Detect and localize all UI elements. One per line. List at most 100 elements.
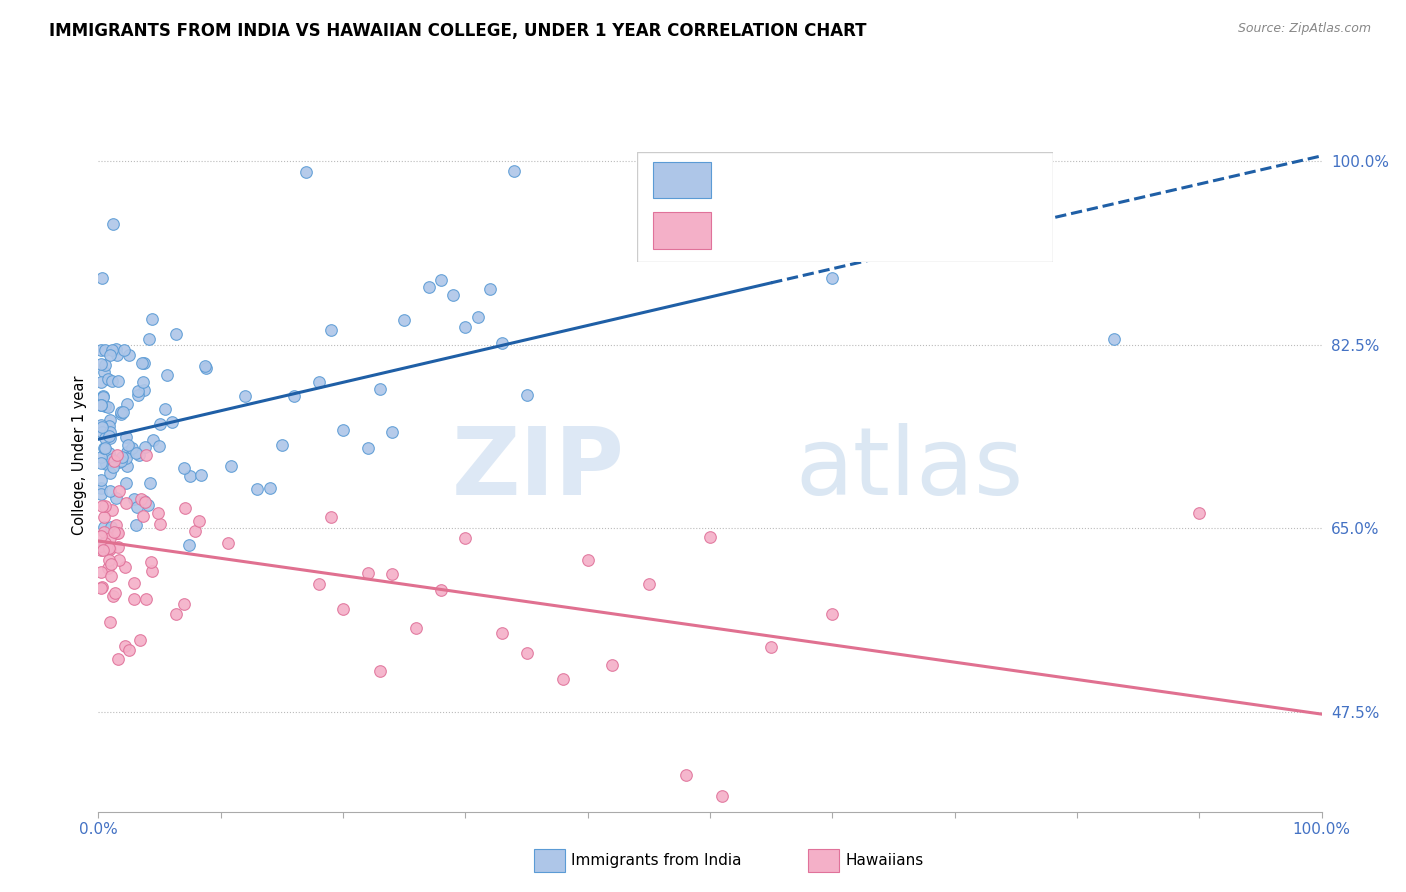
- Point: [146, 506, 169, 520]
- Point: [134, 495, 156, 509]
- Point: [117, 445, 139, 459]
- Point: [98, 542, 121, 557]
- Point: [392, 313, 416, 327]
- Point: [104, 586, 127, 600]
- Point: [98, 615, 121, 630]
- Point: [141, 312, 163, 326]
- Text: atlas: atlas: [796, 423, 1024, 516]
- Point: [110, 453, 132, 467]
- Point: [90, 450, 112, 464]
- Point: [91, 271, 114, 285]
- Point: [381, 567, 404, 582]
- Point: [98, 466, 121, 480]
- Point: [149, 417, 172, 431]
- Point: [194, 359, 217, 373]
- Point: [94, 499, 117, 513]
- Point: [183, 524, 205, 539]
- Point: [104, 518, 127, 533]
- Y-axis label: College, Under 1 year: College, Under 1 year: [72, 376, 87, 534]
- Point: [675, 768, 697, 782]
- Point: [125, 446, 148, 460]
- Point: [217, 536, 239, 550]
- Text: Source: ZipAtlas.com: Source: ZipAtlas.com: [1237, 22, 1371, 36]
- Point: [97, 429, 120, 443]
- Point: [90, 357, 112, 371]
- Point: [515, 646, 537, 660]
- Point: [441, 288, 464, 302]
- Point: [553, 672, 575, 686]
- Point: [1102, 333, 1125, 347]
- Point: [122, 591, 145, 606]
- Point: [93, 442, 115, 456]
- Point: [1188, 506, 1211, 520]
- Point: [90, 543, 112, 558]
- Point: [103, 525, 125, 540]
- Point: [100, 520, 122, 534]
- Text: IMMIGRANTS FROM INDIA VS HAWAIIAN COLLEGE, UNDER 1 YEAR CORRELATION CHART: IMMIGRANTS FROM INDIA VS HAWAIIAN COLLEG…: [49, 22, 866, 40]
- Point: [94, 343, 117, 357]
- Point: [97, 561, 120, 575]
- Point: [295, 164, 318, 178]
- Point: [91, 425, 114, 439]
- Point: [356, 566, 378, 580]
- Point: [319, 509, 342, 524]
- Point: [91, 543, 114, 558]
- Point: [515, 387, 537, 401]
- Point: [97, 372, 120, 386]
- Point: [132, 356, 155, 370]
- Point: [90, 529, 112, 543]
- Point: [156, 368, 179, 382]
- Point: [319, 323, 342, 337]
- Point: [135, 591, 157, 606]
- Point: [110, 405, 132, 419]
- Point: [90, 581, 112, 595]
- Point: [128, 448, 150, 462]
- Point: [430, 273, 453, 287]
- Point: [115, 397, 138, 411]
- Point: [246, 482, 269, 496]
- Point: [637, 577, 661, 591]
- Point: [118, 348, 141, 362]
- Point: [115, 476, 138, 491]
- Point: [761, 640, 783, 655]
- Point: [283, 389, 305, 403]
- Point: [107, 374, 129, 388]
- Point: [90, 343, 112, 357]
- Point: [122, 491, 145, 506]
- Point: [98, 413, 121, 427]
- Point: [131, 491, 153, 506]
- Point: [600, 657, 623, 672]
- Point: [127, 388, 149, 402]
- Point: [122, 576, 145, 591]
- Point: [418, 279, 440, 293]
- Point: [233, 389, 256, 403]
- Point: [112, 343, 135, 357]
- Point: [132, 508, 155, 523]
- Point: [90, 580, 112, 594]
- Text: Hawaiians: Hawaiians: [845, 854, 924, 868]
- Point: [136, 498, 159, 512]
- Point: [105, 491, 128, 505]
- Point: [98, 552, 121, 566]
- Point: [111, 405, 134, 419]
- Point: [103, 454, 125, 468]
- Point: [121, 441, 143, 455]
- Point: [107, 652, 129, 666]
- Point: [356, 441, 378, 455]
- Point: [699, 530, 721, 544]
- Point: [101, 217, 124, 231]
- Point: [139, 555, 162, 569]
- Text: ZIP: ZIP: [451, 423, 624, 516]
- Point: [821, 607, 844, 621]
- Point: [454, 531, 477, 545]
- Point: [108, 553, 131, 567]
- Point: [129, 633, 152, 648]
- Point: [173, 461, 195, 475]
- Point: [90, 456, 112, 470]
- Point: [503, 163, 526, 178]
- Point: [131, 356, 153, 370]
- Point: [115, 459, 138, 474]
- Point: [93, 520, 115, 534]
- Point: [114, 560, 136, 574]
- Point: [711, 789, 734, 803]
